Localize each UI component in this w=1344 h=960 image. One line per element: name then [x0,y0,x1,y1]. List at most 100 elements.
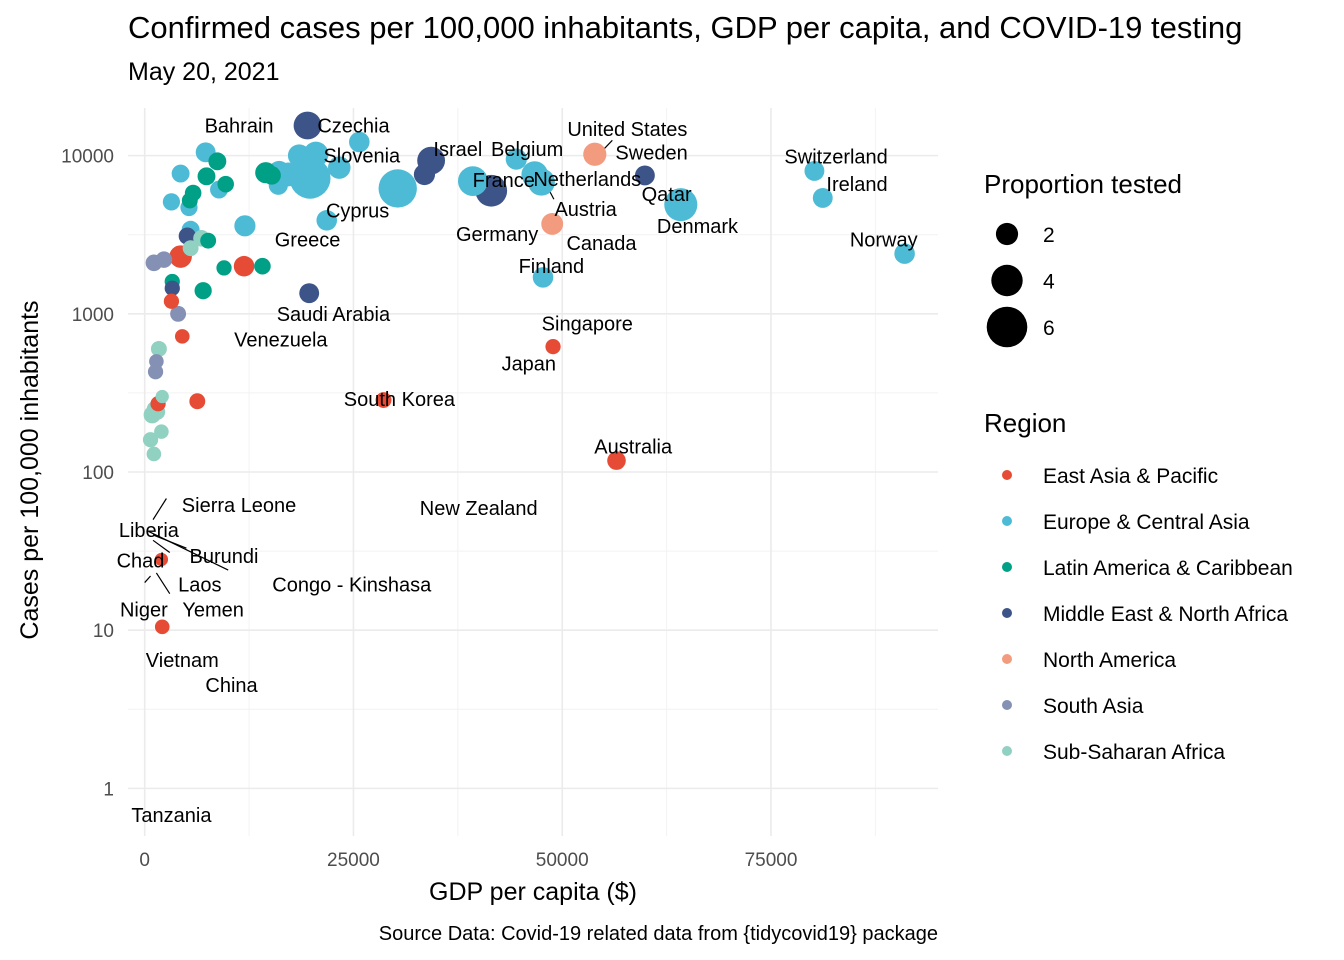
point-label: Bahrain [205,116,274,138]
point-label: Liberia [119,520,180,542]
point-label: Czechia [317,116,390,138]
data-point [234,215,256,237]
point-label: Tanzania [131,805,212,827]
color-legend-key [1002,470,1012,480]
data-point [532,267,554,288]
point-label: Finland [519,256,585,278]
point-label: Yemen [182,600,244,622]
color-legend-key [1002,516,1012,526]
color-legend-key [1002,608,1012,618]
color-legend: Region East Asia & Pacific Europe & Centr… [984,408,1293,764]
data-point [189,393,206,410]
data-point [664,188,698,222]
size-legend-key [995,222,1019,246]
color-legend-label: Latin America & Caribbean [1043,557,1293,580]
data-point [254,257,271,275]
data-point [142,432,159,448]
data-point [634,165,655,186]
data-point [194,282,212,300]
data-point [378,169,417,208]
point-label: Germany [456,224,538,246]
data-point [146,446,162,462]
point-label: Vietnam [146,650,219,672]
leader-line [152,539,171,553]
x-axis-title: GDP per capita ($) [429,878,637,906]
y-tick-label: 10 [93,621,114,642]
data-point [545,339,561,355]
color-legend-label: Europe & Central Asia [1043,511,1250,534]
point-label: Congo - Kinshasa [272,574,432,596]
point-label: Canada [566,233,637,255]
point-label: Belgium [491,139,563,161]
point-label: New Zealand [420,498,538,520]
data-point [163,293,180,309]
point-label: South Korea [344,389,456,411]
point-label: Ireland [826,174,887,196]
data-point [289,157,331,199]
data-point [521,161,548,188]
data-point [182,240,199,257]
data-point [197,167,216,186]
data-point [505,148,527,170]
point-label: Norway [850,229,918,251]
color-legend-label: Sub-Saharan Africa [1043,741,1225,764]
data-point [804,161,825,181]
data-point [154,619,170,635]
point-label: Denmark [657,216,739,238]
size-legend-key [991,264,1023,297]
data-point [149,354,164,369]
data-point [541,212,564,235]
data-point [375,392,392,409]
point-label: Australia [594,436,673,458]
y-tick-label: 10000 [61,147,114,168]
x-axis-ticks: 0 25000 50000 75000 [139,850,797,871]
size-legend-label: 4 [1043,271,1055,294]
data-point [217,175,234,193]
data-point [233,255,255,277]
leader-line [148,531,229,571]
point-label: Burundi [190,546,259,568]
data-point [164,280,180,296]
data-point [812,188,833,208]
data-point [299,283,320,304]
data-point [150,340,167,357]
point-label: Saudi Arabia [277,304,391,326]
color-legend-label: North America [1043,649,1176,672]
data-point [303,141,329,167]
data-point [154,552,169,567]
chart-title: Confirmed cases per 100,000 inhabitants,… [128,10,1243,45]
color-legend-key [1002,654,1012,664]
color-legend-label: East Asia & Pacific [1043,465,1218,488]
point-label: United States [567,119,687,141]
point-label: Sierra Leone [182,495,297,517]
point-label: Venezuela [234,329,328,351]
point-label: Greece [275,229,341,251]
data-points [142,111,915,635]
chart-subtitle: May 20, 2021 [128,58,280,86]
data-point [154,424,169,439]
point-label: Singapore [542,313,633,335]
data-point [316,210,338,231]
point-label: Niger [120,600,168,622]
data-point [200,232,217,249]
size-legend-key [986,306,1028,348]
x-tick-label: 0 [139,850,150,871]
data-point [171,164,190,183]
y-axis-title: Cases per 100,000 inhabitants [16,300,44,639]
point-label: Netherlands [533,169,641,191]
x-tick-label: 50000 [536,850,589,871]
data-point [162,193,181,211]
size-legend-label: 6 [1043,317,1055,340]
point-label: Slovenia [323,146,401,168]
point-label: Laos [178,574,221,596]
x-tick-label: 25000 [327,850,380,871]
color-legend-key [1002,700,1012,710]
data-point [349,131,370,153]
point-label: Austria [554,199,617,221]
point-label: Switzerland [784,146,887,168]
leader-line [144,575,151,583]
grid-lines [128,108,938,836]
y-tick-label: 100 [82,463,114,484]
leader-line [155,572,171,595]
